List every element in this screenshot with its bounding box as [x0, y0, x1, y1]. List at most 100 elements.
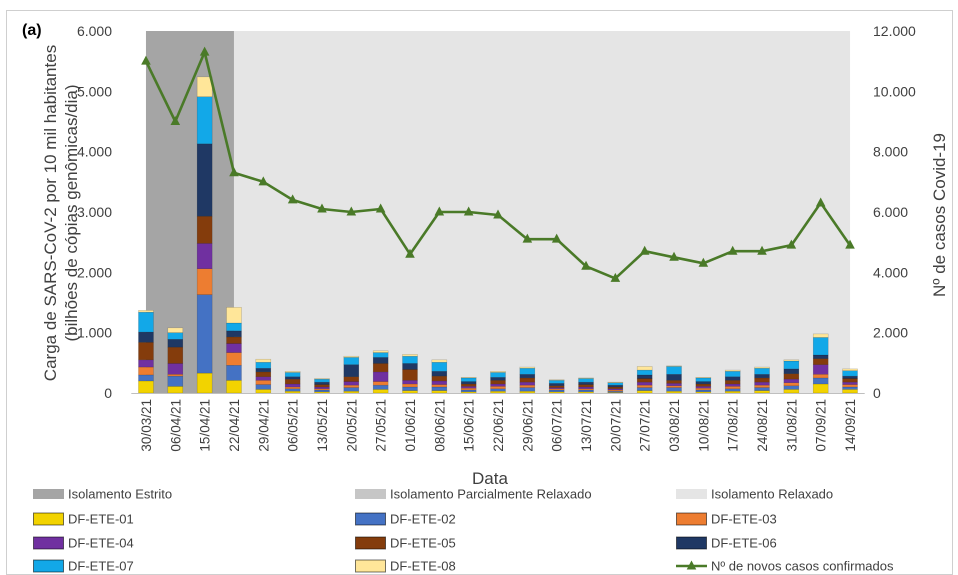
bar-df-ete-07 [167, 332, 184, 340]
bar-df-ete-01 [783, 389, 800, 394]
legend-item-isolamento-estrito: Isolamento Estrito [33, 487, 172, 502]
bar-df-ete-07 [724, 371, 741, 377]
cases-point [170, 116, 181, 125]
legend-label: DF-ETE-07 [68, 559, 134, 574]
bar-df-ete-06 [167, 339, 184, 348]
x-tick-label: 29/04/21 [256, 399, 271, 452]
x-tick-label: 24/08/21 [755, 399, 770, 452]
bar-df-ete-05 [548, 385, 565, 388]
bar-df-ete-08 [138, 310, 154, 313]
bar-df-ete-04 [724, 383, 741, 387]
bar-df-ete-08 [812, 333, 829, 338]
bar-df-ete-07 [548, 380, 565, 384]
bar-df-ete-07 [372, 352, 389, 358]
bar-df-ete-04 [754, 381, 770, 386]
bar-df-ete-05 [343, 376, 360, 382]
legend-label: Isolamento Relaxado [711, 487, 833, 502]
cases-point [287, 194, 298, 204]
legend-item-n-de-novos-casos-confirmados: Nº de novos casos confirmados [676, 559, 894, 574]
bar-df-ete-03 [431, 384, 448, 388]
bar-df-ete-07 [695, 377, 712, 382]
bar-df-ete-07 [607, 382, 624, 386]
bar-df-ete-06 [754, 374, 770, 379]
y-axis-ticks: 0 1.000 2.000 3.000 4.000 5.000 6.000 [77, 23, 112, 401]
bar-df-ete-02 [402, 386, 418, 391]
bar-df-ete-03 [490, 386, 506, 390]
y-tick-label: 3.000 [77, 204, 112, 220]
legend-label: DF-ETE-05 [390, 536, 456, 551]
bar-df-ete-03 [226, 352, 242, 366]
bar-df-ete-02 [431, 386, 448, 391]
bar-df-ete-02 [636, 387, 653, 391]
bar-df-ete-05 [167, 346, 184, 364]
bar-df-ete-08 [284, 371, 301, 373]
bar-df-ete-04 [578, 386, 594, 390]
x-axis-title: Data [472, 469, 508, 488]
cases-point [639, 245, 650, 255]
bar-df-ete-04 [284, 383, 301, 388]
stacked-bars [138, 76, 858, 394]
bar-df-ete-08 [314, 378, 330, 380]
bar-df-ete-02 [754, 387, 770, 391]
cases-point [727, 245, 738, 255]
bar-df-ete-05 [812, 358, 829, 365]
bar-df-ete-02 [372, 384, 389, 390]
bar-df-ete-06 [666, 374, 682, 381]
legend-swatch [676, 536, 707, 550]
bar-df-ete-06 [343, 364, 360, 377]
bar-df-ete-05 [783, 373, 800, 380]
bar-df-ete-02 [842, 386, 858, 390]
bar-df-ete-07 [519, 368, 536, 375]
x-tick-label: 29/06/21 [520, 399, 535, 452]
cases-point [493, 209, 503, 219]
cases-point [698, 257, 709, 267]
bar-df-ete-03 [460, 387, 477, 391]
bar-df-ete-08 [372, 350, 389, 353]
y2-tick-label: 6.000 [873, 204, 908, 220]
cases-point [463, 206, 474, 216]
bar-df-ete-04 [783, 378, 800, 383]
bar-df-ete-03 [402, 383, 418, 388]
bar-df-ete-04 [431, 380, 448, 385]
legend-label: Isolamento Estrito [68, 487, 172, 502]
bar-df-ete-05 [519, 377, 536, 383]
cases-point [845, 239, 855, 249]
bar-df-ete-03 [519, 384, 536, 388]
bar-df-ete-02 [284, 388, 301, 392]
legend-label: Nº de novos casos confirmados [711, 559, 894, 574]
bar-df-ete-04 [842, 381, 858, 385]
legend-swatch [355, 489, 386, 499]
cases-point [786, 239, 797, 249]
bar-df-ete-05 [578, 384, 594, 388]
bar-df-ete-08 [519, 366, 536, 369]
cases-point [669, 251, 679, 261]
bar-df-ete-05 [284, 378, 301, 385]
bar-df-ete-08 [607, 381, 624, 383]
bar-df-ete-07 [578, 378, 594, 383]
bar-df-ete-07 [138, 311, 154, 333]
bar-df-ete-08 [636, 366, 653, 371]
legend-swatch [33, 536, 64, 550]
bar-df-ete-06 [490, 377, 506, 381]
x-tick-label: 13/05/21 [315, 399, 330, 452]
y-tick-label: 5.000 [77, 83, 112, 99]
bar-df-ete-08 [548, 379, 565, 381]
bar-df-ete-01 [138, 380, 154, 394]
bar-df-ete-04 [343, 381, 360, 386]
bar-df-ete-06 [372, 357, 389, 364]
bar-df-ete-08 [724, 369, 741, 372]
bar-df-ete-05 [490, 380, 506, 385]
bar-df-ete-03 [666, 385, 682, 388]
bar-df-ete-08 [226, 307, 242, 324]
legend-item-isolamento-relaxado: Isolamento Relaxado [676, 487, 833, 502]
bar-df-ete-06 [196, 143, 213, 217]
bar-df-ete-07 [255, 361, 272, 369]
bar-df-ete-04 [636, 381, 653, 386]
legend-item-df-ete-03: DF-ETE-03 [676, 512, 777, 527]
bar-df-ete-05 [666, 380, 682, 384]
bar-df-ete-05 [402, 369, 418, 381]
bar-df-ete-05 [460, 383, 477, 387]
bar-df-ete-06 [460, 381, 477, 385]
bar-df-ete-08 [196, 76, 213, 98]
cases-point [610, 272, 621, 282]
